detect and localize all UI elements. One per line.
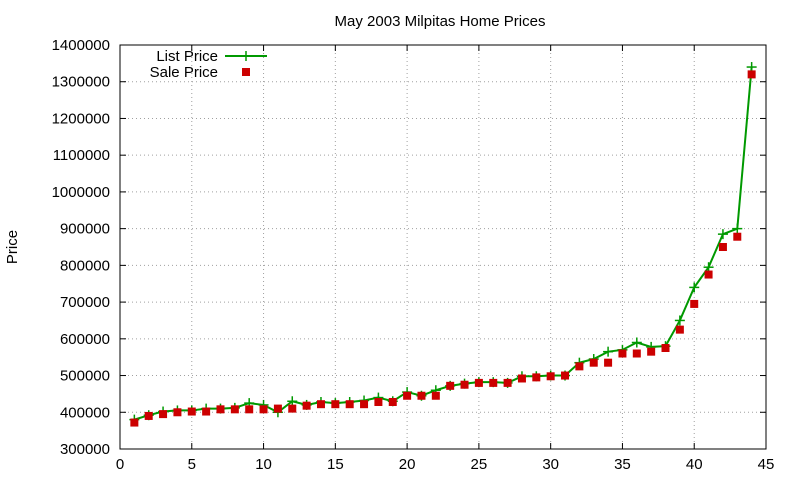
sale-price-point: [589, 358, 598, 367]
sale-price-point: [489, 378, 498, 387]
sale-price-point: [546, 372, 555, 381]
sale-price-point: [273, 404, 282, 413]
y-tick-label: 500000: [60, 368, 110, 385]
y-tick-label: 700000: [60, 294, 110, 311]
plot-frame: [119, 44, 767, 450]
y-tick-label: 1300000: [52, 74, 110, 91]
sale-price-point: [503, 378, 512, 387]
sale-price-point: [446, 381, 455, 390]
sale-price-point: [245, 405, 254, 414]
sale-price-point: [517, 374, 526, 383]
x-tick-label: 45: [758, 456, 775, 473]
y-tick-label: 1200000: [52, 110, 110, 127]
sale-price-point: [345, 400, 354, 409]
series-layer: [129, 62, 757, 427]
x-tick-label: 5: [188, 456, 196, 473]
sale-price-point: [216, 405, 225, 414]
sale-price-point: [460, 380, 469, 389]
sale-price-point: [388, 397, 397, 406]
x-tick-label: 30: [542, 456, 559, 473]
y-tick-label: 800000: [60, 257, 110, 274]
sale-price-point: [360, 400, 369, 409]
sale-price-point: [130, 418, 139, 427]
y-axis-label: Price: [4, 230, 21, 264]
sale-price-point: [632, 349, 641, 358]
x-tick-label: 0: [116, 456, 124, 473]
y-tick-label: 300000: [60, 441, 110, 458]
legend-label-list-price: List Price: [156, 48, 218, 65]
chart-title: May 2003 Milpitas Home Prices: [335, 13, 546, 30]
list-price-point: [603, 346, 614, 357]
sale-price-point: [718, 243, 727, 251]
sale-price-point: [159, 410, 168, 419]
sale-price-point: [733, 232, 742, 241]
list-price-line: [134, 66, 753, 421]
list-price-point: [287, 396, 298, 407]
sale-price-point: [747, 70, 756, 79]
sale-price-point: [604, 358, 613, 367]
x-tick-label: 15: [327, 456, 344, 473]
y-tick-label: 400000: [60, 404, 110, 421]
sale-price-point: [202, 407, 211, 416]
sale-price-point: [230, 405, 239, 414]
list-price-point: [732, 223, 743, 234]
sale-price-point: [618, 349, 627, 358]
legend-marker-sale-price: [242, 68, 250, 76]
x-tick-label: 35: [614, 456, 631, 473]
sale-price-point: [474, 378, 483, 387]
list-price-point: [703, 262, 714, 273]
sale-price-point: [431, 391, 440, 400]
y-tick-label: 1400000: [52, 37, 110, 54]
list-price-point: [631, 337, 642, 348]
sale-price-point: [374, 397, 383, 406]
sale-price-point: [675, 325, 684, 334]
sale-price-point: [316, 400, 325, 409]
sale-price-point: [704, 270, 713, 279]
sale-price-point: [661, 344, 670, 352]
sale-price-point: [173, 408, 182, 417]
sale-price-point: [259, 405, 268, 414]
sale-price-point: [647, 347, 656, 356]
list-price-point: [689, 282, 700, 293]
list-price-point: [746, 62, 757, 73]
list-price-point: [717, 229, 728, 240]
list-price-point: [674, 315, 685, 326]
x-tick-label: 20: [399, 456, 416, 473]
x-tick-label: 40: [686, 456, 703, 473]
axis-ticks: 300000 400000 500000 600000 700000 800000 9000…: [52, 37, 775, 473]
sale-price-point: [302, 401, 311, 410]
sale-price-point: [403, 391, 412, 400]
y-tick-label: 1000000: [52, 184, 110, 201]
legend-marker-list-price: [241, 51, 251, 61]
x-tick-label: 25: [471, 456, 488, 473]
sale-price-point: [187, 407, 196, 416]
sale-price-point: [331, 400, 340, 409]
y-tick-label: 1100000: [53, 147, 110, 164]
sale-price-point: [532, 373, 541, 382]
y-tick-label: 900000: [60, 221, 110, 238]
sale-price-point: [417, 391, 426, 400]
y-tick-label: 600000: [60, 331, 110, 348]
sale-price-point: [690, 299, 699, 308]
sale-price-point: [575, 362, 584, 371]
legend-label-sale-price: Sale Price: [150, 64, 218, 81]
x-tick-label: 10: [255, 456, 272, 473]
sale-price-point: [288, 404, 297, 413]
sale-price-point: [144, 411, 153, 420]
sale-price-point: [561, 371, 570, 380]
